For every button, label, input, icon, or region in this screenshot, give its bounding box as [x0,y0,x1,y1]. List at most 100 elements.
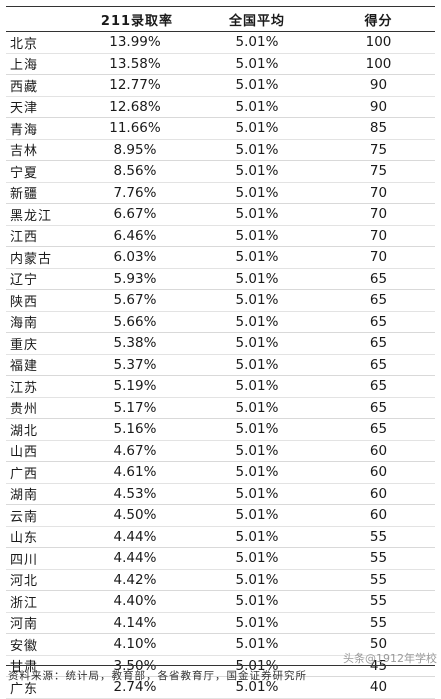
header-score: 得分 [364,13,393,29]
cell-national-average: 5.01% [235,163,279,180]
cell-rate-211: 6.67% [113,206,157,223]
cell-rate-211: 5.38% [113,335,157,352]
cell-province: 浙江 [10,595,39,611]
cell-national-average: 5.01% [235,593,279,610]
cell-province: 辽宁 [10,273,39,289]
table-row: 上海 13.58% 5.01% 100 [6,54,435,75]
cell-province: 甘肃 [10,660,39,676]
cell-province: 江苏 [10,380,39,396]
cell-national-average: 5.01% [235,335,279,352]
table-row: 黑龙江 6.67% 5.01% 70 [6,204,435,226]
cell-national-average: 5.01% [235,421,279,438]
cell-national-average: 5.01% [235,292,279,309]
cell-score: 65 [369,399,388,416]
table-row: 云南 4.50% 5.01% 60 [6,505,435,527]
header-national-average: 全国平均 [228,13,285,29]
table-row: 山西 4.67% 5.01% 60 [6,441,435,462]
cell-score: 55 [369,614,388,631]
cell-province: 海南 [10,316,39,332]
table-row: 河南 4.14% 5.01% 55 [6,613,435,634]
cell-province: 吉林 [10,144,39,160]
cell-national-average: 5.01% [235,270,279,287]
cell-rate-211: 7.76% [113,184,157,201]
cell-score: 55 [369,528,388,545]
table-row: 陕西 5.67% 5.01% 65 [6,290,435,312]
cell-rate-211: 4.44% [113,550,157,567]
cell-province: 湖南 [10,488,39,504]
cell-score: 70 [369,227,388,244]
cell-score: 90 [369,98,388,115]
cell-score: 75 [369,141,388,158]
cell-national-average: 5.01% [235,313,279,330]
table-row: 内蒙古 6.03% 5.01% 70 [6,247,435,269]
table-row: 海南 5.66% 5.01% 65 [6,312,435,333]
cell-score: 55 [369,593,388,610]
ranking-table: 211录取率 全国平均 得分 北京 13.99% 5.01% 100 上海 13.58% 5… [6,6,435,699]
cell-province: 贵州 [10,402,39,418]
cell-national-average: 5.01% [235,378,279,395]
table-body: 北京 13.99% 5.01% 100 上海 13.58% 5.01% 100 西藏 12.77%… [6,32,435,699]
cell-rate-211: 4.44% [113,528,157,545]
cell-score: 55 [369,571,388,588]
cell-province: 上海 [10,58,39,74]
cell-rate-211: 5.66% [113,313,157,330]
cell-province: 青海 [10,122,39,138]
cell-score: 90 [369,77,388,94]
table-header-row: 211录取率 全国平均 得分 [6,6,435,32]
table-row: 山东 4.44% 5.01% 55 [6,527,435,548]
cell-rate-211: 8.95% [113,141,157,158]
cell-score: 65 [369,356,388,373]
cell-province: 四川 [10,552,39,568]
cell-province: 北京 [10,36,39,52]
cell-score: 65 [369,270,388,287]
table-row: 湖北 5.16% 5.01% 65 [6,419,435,441]
cell-rate-211: 4.40% [113,593,157,610]
cell-rate-211: 5.67% [113,292,157,309]
table-row: 新疆 7.76% 5.01% 70 [6,183,435,204]
cell-score: 85 [369,120,388,137]
cell-score: 65 [369,335,388,352]
cell-province: 内蒙古 [10,251,53,267]
table-row: 四川 4.44% 5.01% 55 [6,548,435,570]
cell-national-average: 5.01% [235,141,279,158]
cell-province: 广西 [10,466,39,482]
table-row: 安徽 4.10% 5.01% 50 [6,634,435,656]
cell-national-average: 5.01% [235,507,279,524]
cell-national-average: 5.01% [235,34,279,51]
source-note: 资料来源：统计局，教育部，各省教育厅，国金证券研究所 [8,670,307,682]
cell-score: 65 [369,378,388,395]
cell-national-average: 5.01% [235,399,279,416]
cell-rate-211: 12.77% [109,77,161,94]
cell-rate-211: 4.61% [113,464,157,481]
cell-rate-211: 5.93% [113,270,157,287]
cell-rate-211: 5.17% [113,399,157,416]
cell-province: 云南 [10,509,39,525]
cell-province: 黑龙江 [10,208,53,224]
cell-score: 60 [369,485,388,502]
cell-national-average: 5.01% [235,55,279,72]
cell-score: 60 [369,464,388,481]
cell-rate-211: 11.66% [109,120,161,137]
cell-national-average: 5.01% [235,206,279,223]
cell-national-average: 5.01% [235,120,279,137]
table-row: 河北 4.42% 5.01% 55 [6,570,435,591]
cell-province: 西藏 [10,79,39,95]
cell-rate-211: 5.37% [113,356,157,373]
cell-score: 40 [369,679,388,696]
table-row: 北京 13.99% 5.01% 100 [6,32,435,54]
cell-score: 70 [369,249,388,266]
table-row: 吉林 8.95% 5.01% 75 [6,140,435,161]
table-row: 福建 5.37% 5.01% 65 [6,355,435,376]
cell-national-average: 5.01% [235,77,279,94]
cell-score: 100 [365,34,392,51]
cell-province: 河南 [10,617,39,633]
cell-score: 65 [369,421,388,438]
cell-rate-211: 13.58% [109,55,161,72]
cell-national-average: 5.01% [235,614,279,631]
table-row: 西藏 12.77% 5.01% 90 [6,75,435,97]
header-211-rate: 211录取率 [100,13,174,29]
cell-rate-211: 6.03% [113,249,157,266]
table-row: 江苏 5.19% 5.01% 65 [6,376,435,398]
table-row: 宁夏 8.56% 5.01% 75 [6,161,435,183]
cell-rate-211: 4.67% [113,442,157,459]
